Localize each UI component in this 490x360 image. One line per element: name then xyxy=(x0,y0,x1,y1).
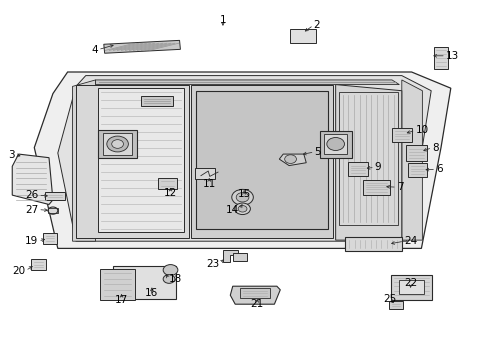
Text: 15: 15 xyxy=(237,189,251,199)
Bar xyxy=(389,301,403,309)
Bar xyxy=(434,47,448,69)
Text: 25: 25 xyxy=(383,294,396,304)
Polygon shape xyxy=(34,72,451,248)
Text: 13: 13 xyxy=(446,51,459,61)
Text: 1: 1 xyxy=(220,15,226,25)
Text: 23: 23 xyxy=(206,258,220,269)
Bar xyxy=(31,259,46,270)
Text: 4: 4 xyxy=(91,45,98,55)
Text: 9: 9 xyxy=(375,162,382,172)
Polygon shape xyxy=(76,85,189,238)
Text: 19: 19 xyxy=(25,236,38,246)
Bar xyxy=(345,237,402,251)
Circle shape xyxy=(107,136,128,152)
Text: 3: 3 xyxy=(8,150,15,160)
Text: 20: 20 xyxy=(12,266,25,276)
Bar xyxy=(348,162,368,176)
Polygon shape xyxy=(402,80,422,240)
Text: 27: 27 xyxy=(25,204,38,215)
Text: 18: 18 xyxy=(169,274,182,284)
Text: 16: 16 xyxy=(145,288,159,298)
Circle shape xyxy=(112,140,123,148)
Polygon shape xyxy=(223,250,238,262)
Bar xyxy=(399,280,424,294)
Bar xyxy=(48,208,58,213)
Circle shape xyxy=(235,203,250,215)
Bar xyxy=(104,40,180,53)
Text: 12: 12 xyxy=(164,188,177,198)
Text: 11: 11 xyxy=(202,179,216,189)
Circle shape xyxy=(236,193,249,202)
Bar xyxy=(98,88,184,232)
Text: 22: 22 xyxy=(404,278,417,288)
Bar xyxy=(406,145,427,161)
Text: 24: 24 xyxy=(404,236,417,246)
Text: 17: 17 xyxy=(115,294,128,305)
Bar xyxy=(158,178,177,189)
Bar xyxy=(240,288,270,298)
Circle shape xyxy=(238,206,247,212)
Bar xyxy=(324,134,347,154)
Bar xyxy=(103,133,132,155)
Bar xyxy=(408,163,427,177)
Text: 26: 26 xyxy=(25,190,38,200)
Bar xyxy=(233,253,247,261)
Bar xyxy=(196,91,328,230)
Bar xyxy=(45,192,65,200)
Bar xyxy=(43,233,57,244)
Bar xyxy=(339,92,398,225)
Text: 8: 8 xyxy=(432,143,439,153)
Polygon shape xyxy=(279,154,306,166)
Polygon shape xyxy=(230,286,280,304)
Circle shape xyxy=(163,275,175,283)
Text: 21: 21 xyxy=(250,299,264,309)
Bar xyxy=(113,266,176,299)
Bar xyxy=(363,180,390,195)
Bar xyxy=(290,29,316,43)
Bar xyxy=(195,168,215,179)
Polygon shape xyxy=(73,80,96,241)
Bar xyxy=(141,96,172,106)
Polygon shape xyxy=(96,80,399,85)
Bar xyxy=(100,269,135,300)
Polygon shape xyxy=(336,85,402,240)
Circle shape xyxy=(285,155,296,163)
Text: 14: 14 xyxy=(226,204,239,215)
Polygon shape xyxy=(191,85,333,238)
Bar xyxy=(392,128,412,142)
Text: 5: 5 xyxy=(315,147,321,157)
Circle shape xyxy=(232,189,253,205)
Bar xyxy=(98,130,137,158)
Circle shape xyxy=(163,265,178,275)
Polygon shape xyxy=(12,154,53,204)
Bar xyxy=(391,275,432,300)
Circle shape xyxy=(327,138,344,150)
Polygon shape xyxy=(58,76,431,241)
Bar xyxy=(320,130,352,158)
Text: 2: 2 xyxy=(314,20,320,30)
Text: 7: 7 xyxy=(397,182,404,192)
Text: 6: 6 xyxy=(436,164,443,174)
Text: 10: 10 xyxy=(416,125,429,135)
